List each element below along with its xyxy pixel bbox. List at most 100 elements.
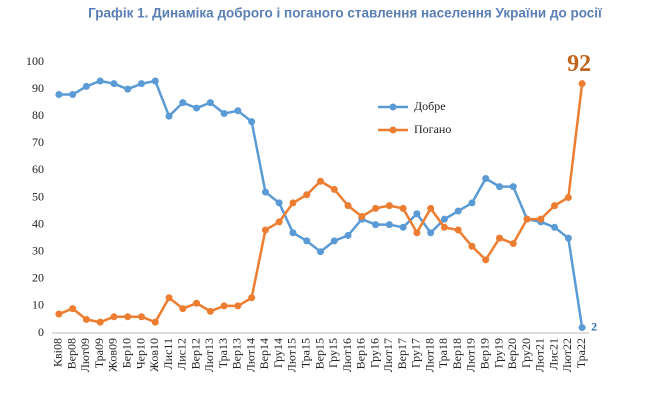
- data-label: 92: [567, 51, 591, 77]
- x-tick-label: Вер18: [450, 338, 464, 369]
- marker: [385, 221, 393, 229]
- x-tick-label: Лис11: [161, 338, 175, 369]
- marker: [330, 185, 338, 193]
- marker: [440, 223, 448, 231]
- marker: [372, 221, 380, 229]
- marker: [399, 223, 407, 231]
- marker: [413, 229, 421, 237]
- marker: [110, 313, 118, 321]
- marker: [578, 80, 586, 88]
- line: [58, 79, 584, 328]
- x-tick-label: Лют16: [340, 338, 354, 372]
- marker: [496, 234, 503, 242]
- x-tick-label: Лют22: [560, 338, 574, 372]
- marker: [358, 212, 366, 220]
- legend-marker: [389, 126, 397, 134]
- marker: [454, 207, 462, 215]
- y-tick-label: 90: [32, 81, 44, 95]
- marker: [344, 202, 352, 210]
- marker: [96, 77, 104, 85]
- x-tick-label: Лют17: [381, 338, 395, 372]
- marker: [124, 313, 132, 321]
- marker: [69, 305, 77, 313]
- x-tick-label: Тра15: [298, 338, 312, 368]
- x-tick-label: Вер19: [477, 338, 491, 369]
- marker: [317, 248, 324, 256]
- marker: [564, 194, 572, 201]
- x-tick-label: Лют15: [285, 338, 299, 372]
- x-tick-label: Гру14: [271, 338, 285, 368]
- marker: [303, 191, 311, 199]
- marker: [248, 118, 256, 126]
- x-tick-label: Вер17: [395, 338, 409, 369]
- marker: [248, 294, 256, 302]
- legend-marker: [389, 103, 397, 111]
- marker: [537, 215, 545, 223]
- marker: [151, 318, 159, 326]
- marker: [330, 237, 338, 245]
- y-tick-label: 10: [32, 298, 44, 312]
- x-tick-label: Гру15: [326, 338, 340, 368]
- marker: [551, 223, 559, 231]
- x-tick-label: Лют14: [243, 338, 257, 372]
- marker: [427, 204, 435, 212]
- marker: [399, 204, 407, 212]
- marker: [275, 199, 283, 207]
- x-tick-label: Вер08: [64, 338, 78, 369]
- y-tick-label: 40: [32, 216, 44, 230]
- marker: [289, 229, 297, 237]
- x-tick-label: Гру20: [519, 338, 533, 368]
- legend-label: Добре: [414, 99, 446, 113]
- marker: [289, 199, 297, 207]
- x-tick-label: Лис21: [546, 338, 560, 370]
- marker: [261, 188, 269, 196]
- marker: [317, 177, 324, 185]
- chart-title: Графік 1. Динаміка доброго і поганого ст…: [88, 6, 603, 21]
- y-tick-label: 60: [32, 162, 44, 176]
- marker: [523, 215, 531, 223]
- x-tick-label: Лют18: [422, 338, 436, 372]
- marker: [440, 215, 448, 223]
- x-tick-label: Вер12: [188, 338, 202, 369]
- x-tick-label: Вер20: [505, 338, 519, 369]
- marker: [151, 77, 159, 85]
- marker: [110, 80, 118, 88]
- y-tick-label: 30: [32, 243, 44, 257]
- marker: [372, 204, 380, 212]
- marker: [96, 318, 104, 326]
- marker: [206, 307, 214, 315]
- x-tick-label: Лют19: [464, 338, 478, 372]
- y-tick-label: 50: [32, 189, 44, 203]
- marker: [303, 237, 311, 245]
- x-tick-label: Жов10: [147, 338, 161, 372]
- legend-label: Погано: [414, 122, 451, 136]
- x-tick-label: Лис12: [175, 338, 189, 370]
- x-tick-label: Тра22: [574, 338, 588, 368]
- marker: [551, 202, 559, 210]
- marker: [193, 299, 201, 307]
- x-tick-label: Чер10: [133, 338, 147, 369]
- marker: [138, 80, 145, 88]
- marker: [82, 315, 90, 323]
- marker: [564, 234, 572, 242]
- marker: [220, 302, 228, 310]
- x-tick-label: Вер14: [257, 338, 271, 369]
- marker: [578, 324, 586, 332]
- marker: [55, 310, 63, 318]
- marker: [138, 313, 145, 321]
- marker: [496, 183, 503, 191]
- marker: [55, 91, 63, 99]
- marker: [468, 199, 476, 207]
- x-tick-label: Лют09: [78, 338, 92, 372]
- marker: [220, 109, 228, 117]
- marker: [234, 302, 242, 310]
- marker: [234, 107, 242, 115]
- marker: [261, 226, 269, 234]
- x-tick-label: Тра18: [436, 338, 450, 368]
- marker: [206, 99, 214, 107]
- marker: [482, 256, 490, 264]
- x-tick-label: Бер10: [119, 338, 133, 368]
- y-tick-label: 70: [32, 135, 44, 149]
- y-tick-label: 0: [38, 325, 44, 339]
